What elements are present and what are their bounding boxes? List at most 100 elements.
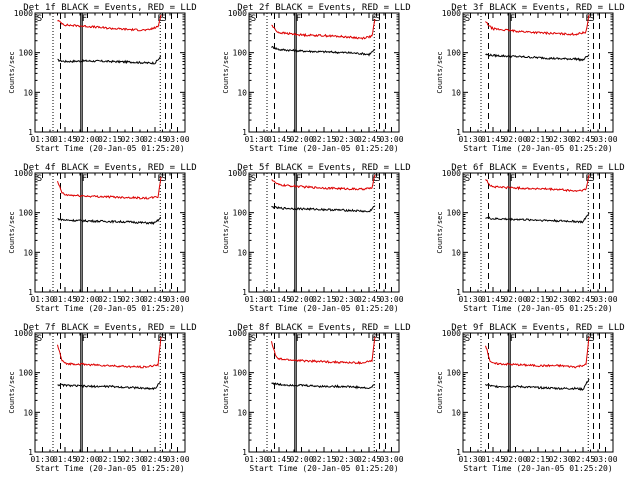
y-tick-label: 100 — [19, 49, 34, 58]
x-tick-label: 02:00 — [503, 455, 527, 464]
series-lld-line — [57, 14, 162, 32]
marker-label-F: F — [510, 14, 515, 24]
x-tick-label: 01:30 — [30, 295, 54, 304]
x-tick-label: 03:00 — [593, 295, 617, 304]
x-axis-label: Start Time (20-Jan-05 01:25:20) — [463, 144, 612, 153]
plot-frame — [34, 172, 186, 293]
y-tick-label: 100 — [233, 209, 248, 218]
x-axis-label: Start Time (20-Jan-05 01:25:20) — [35, 144, 184, 153]
x-tick-label: 03:00 — [165, 295, 189, 304]
series-events-line — [57, 56, 162, 65]
y-tick-label: 10 — [23, 248, 33, 257]
y-tick-label: 100 — [447, 209, 462, 218]
plot-frame — [462, 12, 614, 133]
plot-title: Det 2f BLACK = Events, RED = LLD — [237, 3, 410, 13]
x-tick-label: 02:00 — [289, 295, 313, 304]
marker-label-F: F — [296, 14, 301, 24]
x-axis-label: Start Time (20-Jan-05 01:25:20) — [249, 144, 398, 153]
x-tick-label: 01:30 — [458, 455, 482, 464]
y-tick-label: 100 — [233, 49, 248, 58]
x-tick-label: 03:00 — [379, 455, 403, 464]
x-tick-label: 01:45 — [267, 295, 291, 304]
x-tick-label: 01:30 — [30, 135, 54, 144]
plot-title: Det 3f BLACK = Events, RED = LLD — [451, 3, 624, 13]
y-axis-label: Counts/sec — [8, 211, 16, 253]
y-tick-label: 100 — [19, 209, 34, 218]
plot-title: Det 9f BLACK = Events, RED = LLD — [451, 323, 624, 333]
series-lld-line — [271, 19, 376, 41]
series-events-line — [485, 212, 590, 224]
marker-label-S: S — [37, 334, 42, 344]
marker-label-S: S — [375, 174, 380, 184]
x-tick-label: 01:45 — [481, 295, 505, 304]
x-axis-label: Start Time (20-Jan-05 01:25:20) — [35, 464, 184, 473]
x-tick-label: 02:15 — [526, 135, 550, 144]
series-lld-line — [485, 336, 590, 369]
marker-label-F: F — [510, 334, 515, 344]
y-axis-label: Counts/sec — [222, 371, 230, 413]
x-tick-label: 01:30 — [30, 455, 54, 464]
x-tick-label: 01:45 — [481, 455, 505, 464]
panel-det-7: Det 7f BLACK = Events, RED = LLD 1 10 100 10… — [8, 323, 197, 473]
x-tick-label: 02:30 — [334, 295, 358, 304]
x-tick-label: 03:00 — [593, 455, 617, 464]
plot-frame — [462, 332, 614, 453]
y-axis-label: Counts/sec — [8, 51, 16, 93]
plot-title: Det 7f BLACK = Events, RED = LLD — [23, 323, 196, 333]
marker-label-S: S — [37, 14, 42, 24]
marker-label-S: S — [375, 334, 380, 344]
y-tick-label: 10 — [237, 408, 247, 417]
x-tick-label: 02:15 — [312, 455, 336, 464]
x-tick-label: 02:45 — [143, 135, 167, 144]
y-axis-label: Counts/sec — [222, 211, 230, 253]
x-tick-label: 01:30 — [244, 295, 268, 304]
x-tick-label: 02:45 — [357, 295, 381, 304]
marker-label-S: S — [375, 14, 380, 24]
series-lld-line — [57, 176, 162, 200]
panel-det-3: Det 3f BLACK = Events, RED = LLD 1 10 100 10… — [436, 3, 625, 153]
y-tick-label: 100 — [447, 369, 462, 378]
panel-det-2: Det 2f BLACK = Events, RED = LLD 1 10 100 10… — [222, 3, 411, 153]
x-tick-label: 02:45 — [571, 455, 595, 464]
y-tick-label: 1 — [28, 448, 33, 457]
y-tick-label: 1000 — [442, 329, 461, 338]
x-tick-label: 02:30 — [548, 295, 572, 304]
x-axis-label: Start Time (20-Jan-05 01:25:20) — [35, 304, 184, 313]
y-tick-label: 1 — [456, 448, 461, 457]
series-events-line — [271, 45, 376, 57]
y-tick-label: 1000 — [14, 9, 33, 18]
x-axis-label: Start Time (20-Jan-05 01:25:20) — [463, 304, 612, 313]
marker-label-S: S — [251, 334, 256, 344]
y-axis-label: Counts/sec — [8, 371, 16, 413]
marker-label-S: S — [161, 14, 166, 24]
y-tick-label: 10 — [451, 408, 461, 417]
y-axis-label: Counts/sec — [436, 371, 444, 413]
x-tick-label: 02:45 — [143, 455, 167, 464]
y-tick-label: 1 — [28, 288, 33, 297]
plot-title: Det 5f BLACK = Events, RED = LLD — [237, 163, 410, 173]
marker-label-S: S — [37, 174, 42, 184]
marker-label-S: S — [251, 14, 256, 24]
y-tick-label: 100 — [19, 369, 34, 378]
x-tick-label: 02:30 — [548, 455, 572, 464]
x-tick-label: 02:30 — [334, 135, 358, 144]
y-tick-label: 100 — [233, 369, 248, 378]
marker-label-F: F — [82, 334, 87, 344]
marker-label-S: S — [589, 14, 594, 24]
y-tick-label: 1000 — [442, 9, 461, 18]
x-tick-label: 03:00 — [593, 135, 617, 144]
marker-label-S: S — [465, 174, 470, 184]
y-tick-label: 10 — [23, 88, 33, 97]
marker-label-E: E — [372, 14, 377, 24]
plot-frame — [34, 12, 186, 133]
x-axis-label: Start Time (20-Jan-05 01:25:20) — [463, 464, 612, 473]
panel-det-6: Det 6f BLACK = Events, RED = LLD 1 10 100 10… — [436, 163, 625, 313]
y-tick-label: 1000 — [228, 329, 247, 338]
series-lld-line — [485, 174, 590, 193]
y-tick-label: 1 — [242, 288, 247, 297]
y-tick-label: 1000 — [14, 329, 33, 338]
y-tick-label: 1000 — [14, 169, 33, 178]
x-tick-label: 02:00 — [75, 455, 99, 464]
x-tick-label: 02:30 — [334, 455, 358, 464]
